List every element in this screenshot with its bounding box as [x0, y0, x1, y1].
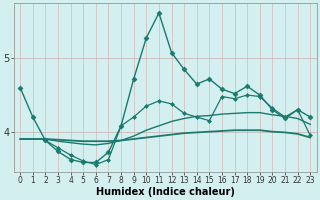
- X-axis label: Humidex (Indice chaleur): Humidex (Indice chaleur): [96, 187, 235, 197]
